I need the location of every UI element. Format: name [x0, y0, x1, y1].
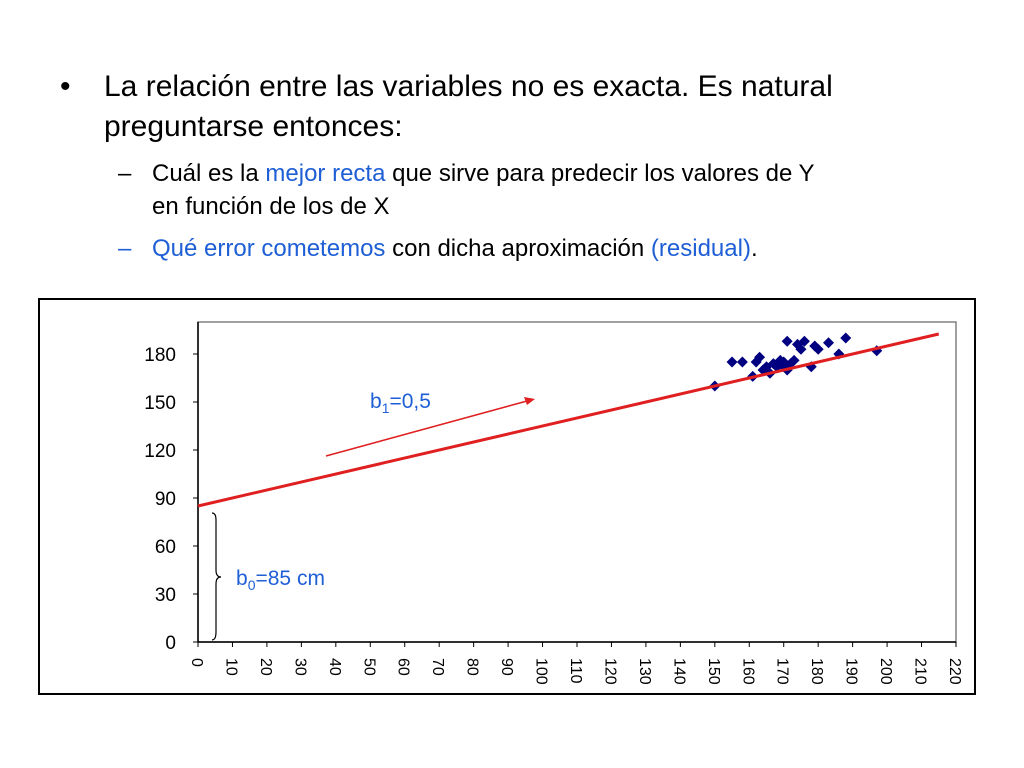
x-tick-label: 110: [567, 658, 584, 684]
x-tick-label: 220: [946, 658, 963, 685]
x-tick-label: 0: [188, 658, 205, 667]
sub-bullet-1-post: que sirve para predecir los valores de Y: [385, 160, 815, 187]
x-tick-label: 200: [877, 658, 894, 685]
slope-arrow-head: [524, 397, 535, 405]
x-tick-label: 140: [670, 658, 687, 685]
intercept-label: b0=85 cm: [236, 567, 325, 593]
x-tick-label: 100: [533, 658, 550, 685]
data-point: [781, 335, 793, 347]
chart-frame: [38, 298, 976, 695]
x-tick-label: 210: [912, 658, 929, 685]
data-point: [788, 354, 800, 366]
data-point: [812, 343, 824, 355]
x-tick-label: 120: [601, 658, 618, 685]
sub-bullet-1-line-2: en función de los de X: [152, 193, 390, 220]
data-point: [795, 343, 807, 355]
data-point: [726, 356, 738, 368]
y-tick-label: 180: [144, 345, 176, 366]
mejor-recta-highlight: mejor recta: [265, 160, 386, 187]
data-point: [754, 351, 766, 363]
bullet-1-line-2: preguntarse entonces:: [104, 110, 403, 143]
x-axis-ticks: 0 10 20 30 40 50 60 70 80 90 100 110 120 130 140 150 160…: [188, 642, 963, 685]
sub-bullet-2-end: .: [750, 235, 758, 262]
y-tick-label: 120: [144, 441, 176, 462]
regression-line: [197, 332, 940, 508]
y-axis-ticks: 0 30 60 90 120 150 180: [144, 345, 198, 654]
x-tick-label: 50: [360, 658, 377, 676]
sub-bullet-1-pre: Cuál es la: [152, 160, 266, 187]
y-tick-label: 30: [155, 585, 176, 606]
data-point: [840, 332, 852, 344]
x-tick-label: 30: [291, 658, 308, 676]
y-tick-label: 90: [155, 489, 176, 510]
plot-area: [197, 321, 957, 643]
error-highlight: Qué error cometemos: [152, 235, 386, 262]
sub-bullet-2: Qué error cometemos con dicha aproximaci…: [152, 235, 758, 263]
slope-label: b1=0,5: [370, 390, 431, 416]
x-tick-label: 150: [705, 658, 722, 685]
x-tick-label: 60: [395, 658, 412, 676]
y-tick-label: 0: [165, 633, 176, 654]
x-tick-label: 80: [464, 658, 481, 676]
sub-bullet-marker: –: [118, 160, 132, 187]
x-tick-label: 130: [636, 658, 653, 685]
x-tick-label: 20: [257, 658, 274, 676]
sub-bullet-1-line-1: Cuál es la mejor recta que sirve para pr…: [152, 160, 815, 188]
sub-bullet-marker: –: [118, 235, 132, 262]
data-point: [823, 337, 835, 349]
bullet-1-line-1: La relación entre las variables no es ex…: [104, 70, 833, 103]
x-tick-label: 160: [739, 658, 756, 685]
y-tick-label: 150: [144, 393, 176, 414]
data-point: [736, 356, 748, 368]
x-tick-label: 40: [326, 658, 343, 676]
x-tick-label: 70: [429, 658, 446, 676]
x-tick-label: 180: [808, 658, 825, 685]
x-tick-label: 170: [774, 658, 791, 685]
x-tick-label: 90: [498, 658, 515, 676]
bullet-marker: •: [60, 70, 71, 103]
intercept-brace: [211, 512, 222, 641]
x-tick-label: 10: [222, 658, 239, 676]
x-tick-label: 190: [843, 658, 860, 685]
sub-bullet-2-mid: con dicha aproximación: [385, 235, 651, 262]
bullet-list: • La relación entre las variables no es …: [0, 0, 1024, 290]
slope-arrow: [325, 397, 535, 457]
residual-highlight: (residual): [650, 235, 751, 262]
y-tick-label: 60: [155, 537, 176, 558]
slope-arrow-shaft: [325, 400, 528, 457]
data-point: [798, 335, 810, 347]
